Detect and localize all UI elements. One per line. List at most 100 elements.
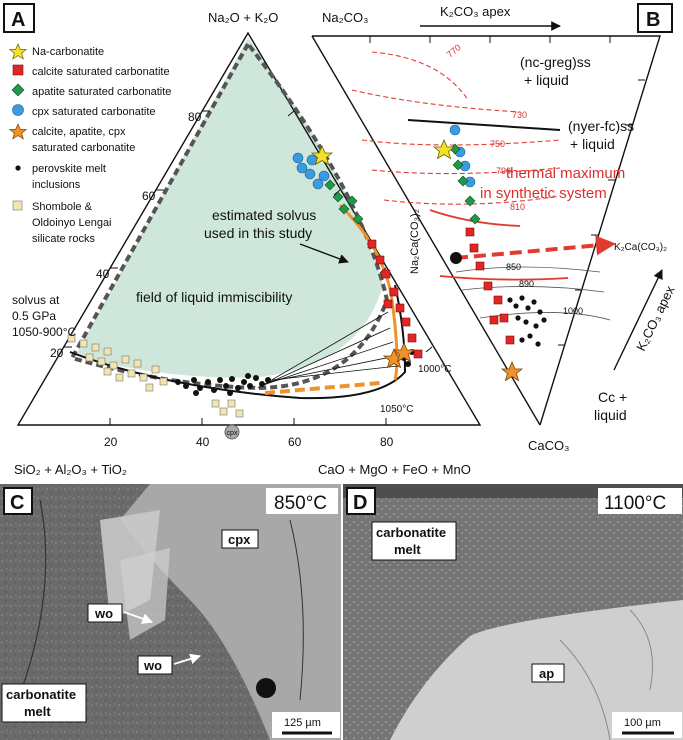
svg-text:850: 850 [506,262,521,272]
d-melt-2: melt [394,542,421,557]
legend: Na-carbonatite calcite saturated carbona… [8,43,171,245]
svg-text:perovskite melt: perovskite melt [32,163,106,175]
immiscibility-label: field of liquid immiscibility [136,289,292,305]
d-melt-box [371,521,457,561]
legend-circle-blue [12,104,24,116]
c-wo2-box [137,655,173,675]
svg-text:saturated carbonatite: saturated carbonatite [32,142,135,154]
cpx-carbonatites [292,152,330,190]
thermal-1: thermal maximum [506,165,625,182]
d-melt-1: carbonatite [376,525,446,540]
svg-text:40: 40 [96,267,110,281]
legend-star-yellow [8,43,28,60]
field-nyer: (nyer-fc)ss [568,118,634,134]
orange-stars [382,341,416,369]
left-axis-ticks: 20 40 60 80 [50,110,202,360]
k2co3-side-label: K₂CO₃ apex [633,283,678,353]
orange-dashed [264,381,381,395]
d-scale: 100 µm [624,717,661,729]
na-carbonatite-star [310,144,334,166]
c-melt-box [1,683,87,723]
svg-text:apatite saturated carbonatite: apatite saturated carbonatite [32,86,171,98]
tick-marks-a [64,110,433,425]
thermal-2: in synthetic system [480,185,607,202]
c-temp: 850°C [274,493,327,514]
svg-text:890: 890 [519,279,534,289]
solvus-05-2: 0.5 GPa [12,309,56,323]
legend-star-orange [8,123,28,140]
nyer-boundary [407,119,561,131]
temp-1050: 1050°C [380,404,413,415]
c-melt-2: melt [24,704,51,719]
solvus-05-3: 1050-900°C [12,325,77,339]
apatite-carbonatites [324,179,364,225]
field-ncgreg-liq: + liquid [524,72,569,88]
apex-bottom-b: CaCO₃ [528,438,569,453]
svg-text:1000: 1000 [563,306,583,316]
svg-text:calcite, apatite, cpx: calcite, apatite, cpx [32,126,126,138]
svg-text:40: 40 [196,435,210,449]
legend-square-red [12,64,24,76]
c-wo1: wo [94,606,113,621]
black-isotherm-labels: 850 890 1000 [506,262,583,316]
svg-text:80: 80 [188,110,202,124]
panel-c-label: C [10,492,24,514]
c-scale: 125 µm [284,717,321,729]
silicate-squares [67,334,244,418]
temp-1000: 1000°C [418,364,451,375]
d-temp-box [598,488,682,514]
svg-text:750: 750 [490,139,505,149]
panel-d-label: D [353,492,367,514]
d-ap: ap [539,666,554,681]
solvus-label-1: estimated solvus [212,207,316,223]
svg-text:Shombole &: Shombole & [32,201,93,213]
na2ca-dot [450,252,462,264]
ternary-b-frame [312,35,661,426]
thermal-arrow-solid-2 [439,275,569,281]
c-wo1-box [87,603,123,623]
svg-text:calcite saturated carbonatite: calcite saturated carbonatite [32,66,170,78]
c-temp-box [266,488,338,514]
legend-diamond-green [11,83,25,97]
svg-text:60: 60 [142,189,156,203]
cpx-marker-label: cpx [227,430,238,437]
field-nyer-liq: + liquid [570,136,615,152]
panel-d-box [346,487,376,515]
cc-liq-2: liquid [594,407,627,423]
ternary-panel-b: 770 730 750 790 810 850 890 1000 [311,3,678,453]
apex-left-a: SiO₂ + Al₂O₃ + TiO₂ [14,462,127,477]
svg-text:Na-carbonatite: Na-carbonatite [32,46,104,58]
svg-text:80: 80 [380,435,394,449]
cpx-b [449,124,476,188]
bottom-axis-ticks: 20 40 60 80 [104,435,394,449]
orange-star-b [500,360,524,382]
black-isotherms [455,266,611,321]
calcite-carbonatites [367,239,423,359]
apex-top-b: Na₂CO₃ [322,10,368,25]
k2ca-label: K₂Ca(CO₃)₂ [614,242,667,253]
svg-text:inclusions: inclusions [32,179,81,191]
apatite-b [449,143,481,225]
thermal-arrow-dashed [455,235,616,260]
solvus-05gpa [69,284,407,400]
panel-a-box [3,3,35,33]
c-cpx: cpx [228,532,251,547]
ternary-a-frame [16,31,482,426]
c-melt-1: carbonatite [6,687,76,702]
cc-liq-1: Cc + [598,389,627,405]
calcite-b [465,227,515,345]
na-carb-star-b [432,138,456,160]
ternary-b-left [311,35,541,426]
apex-right-a: CaO + MgO + FeO + MnO [318,462,471,477]
micrograph-d: D 1100°C carbonatite melt ap 100 µm [343,484,683,740]
na2ca-label: Na₂Ca(CO₃)₂ [409,209,421,274]
svg-text:60: 60 [288,435,302,449]
red-isotherms [351,51,561,205]
solvus-05-1: solvus at [12,293,60,307]
svg-text:730: 730 [512,110,527,120]
field-ncgreg: (nc-greg)ss [520,54,591,70]
apex-arrow-b: K₂CO₃ apex [440,4,511,19]
svg-text:20: 20 [50,346,64,360]
panel-b-label: B [646,9,660,31]
apex-top-a: Na₂O + K₂O [208,10,278,25]
